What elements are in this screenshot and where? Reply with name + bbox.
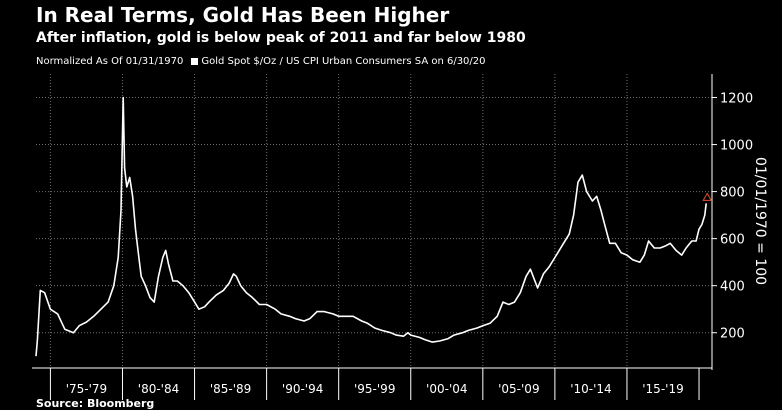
x-period-label-2005: '05-'09 bbox=[498, 382, 539, 396]
legend: Normalized As Of 01/31/1970 Gold Spot $/… bbox=[36, 56, 486, 67]
x-period-label-1995: '95-'99 bbox=[354, 382, 395, 396]
y-tick-label-200: 200 bbox=[720, 327, 745, 342]
x-period-label-1985: '85-'89 bbox=[210, 382, 251, 396]
legend-swatch bbox=[191, 58, 199, 65]
chart-subtitle: After inflation, gold is below peak of 2… bbox=[36, 30, 526, 46]
y-tick-label-400: 400 bbox=[720, 280, 745, 295]
y-axis-title: 01/01/1970 = 100 bbox=[752, 157, 768, 285]
x-period-label-1980: '80-'84 bbox=[138, 382, 179, 396]
chart-title: In Real Terms, Gold Has Been Higher bbox=[36, 3, 450, 27]
x-period-label-2000: '00-'04 bbox=[426, 382, 467, 396]
last-value-marker bbox=[702, 192, 713, 201]
y-tick-label-1000: 1000 bbox=[720, 139, 753, 154]
y-tick-label-800: 800 bbox=[720, 186, 745, 201]
series-line-0 bbox=[35, 96, 707, 357]
legend-series-label: Gold Spot $/Oz / US CPI Urban Consumers … bbox=[201, 56, 486, 67]
source-note: Source: Bloomberg bbox=[36, 397, 155, 410]
y-tick-label-1200: 1200 bbox=[720, 92, 753, 107]
x-period-label-1990: '90-'94 bbox=[282, 382, 323, 396]
y-tick-label-600: 600 bbox=[720, 233, 745, 248]
x-period-label-1975: '75-'79 bbox=[66, 382, 107, 396]
x-period-label-2010: '10-'14 bbox=[570, 382, 611, 396]
normalization-note: Normalized As Of 01/31/1970 bbox=[36, 56, 184, 67]
x-period-label-2015: '15-'19 bbox=[642, 382, 683, 396]
